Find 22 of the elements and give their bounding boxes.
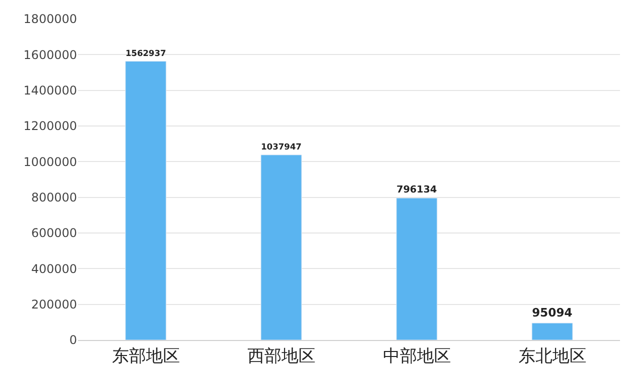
data-label: 95094 bbox=[532, 306, 572, 320]
bar bbox=[125, 61, 166, 340]
data-label: 1562937 bbox=[125, 48, 166, 58]
x-tick-label: 东北地区 bbox=[518, 346, 586, 366]
x-tick-label: 东部地区 bbox=[112, 346, 180, 366]
y-tick-label: 1800000 bbox=[24, 12, 77, 26]
y-tick-label: 800000 bbox=[31, 190, 77, 205]
data-label: 1037947 bbox=[260, 142, 302, 152]
bar bbox=[396, 198, 438, 340]
y-tick-label: 1200000 bbox=[24, 119, 77, 134]
y-tick-label: 1600000 bbox=[24, 48, 77, 62]
y-tick-label: 600000 bbox=[31, 226, 77, 240]
y-tick-label: 1400000 bbox=[24, 84, 77, 98]
x-tick-label: 中部地区 bbox=[382, 346, 451, 366]
data-label: 796134 bbox=[396, 184, 438, 196]
bar bbox=[260, 154, 302, 340]
y-tick-label: 200000 bbox=[31, 298, 77, 312]
y-tick-label: 1000000 bbox=[24, 154, 77, 169]
y-tick-label: 400000 bbox=[31, 262, 77, 276]
bar bbox=[532, 322, 573, 340]
y-tick-label: 0 bbox=[69, 333, 77, 348]
x-tick-label: 西部地区 bbox=[247, 346, 316, 366]
